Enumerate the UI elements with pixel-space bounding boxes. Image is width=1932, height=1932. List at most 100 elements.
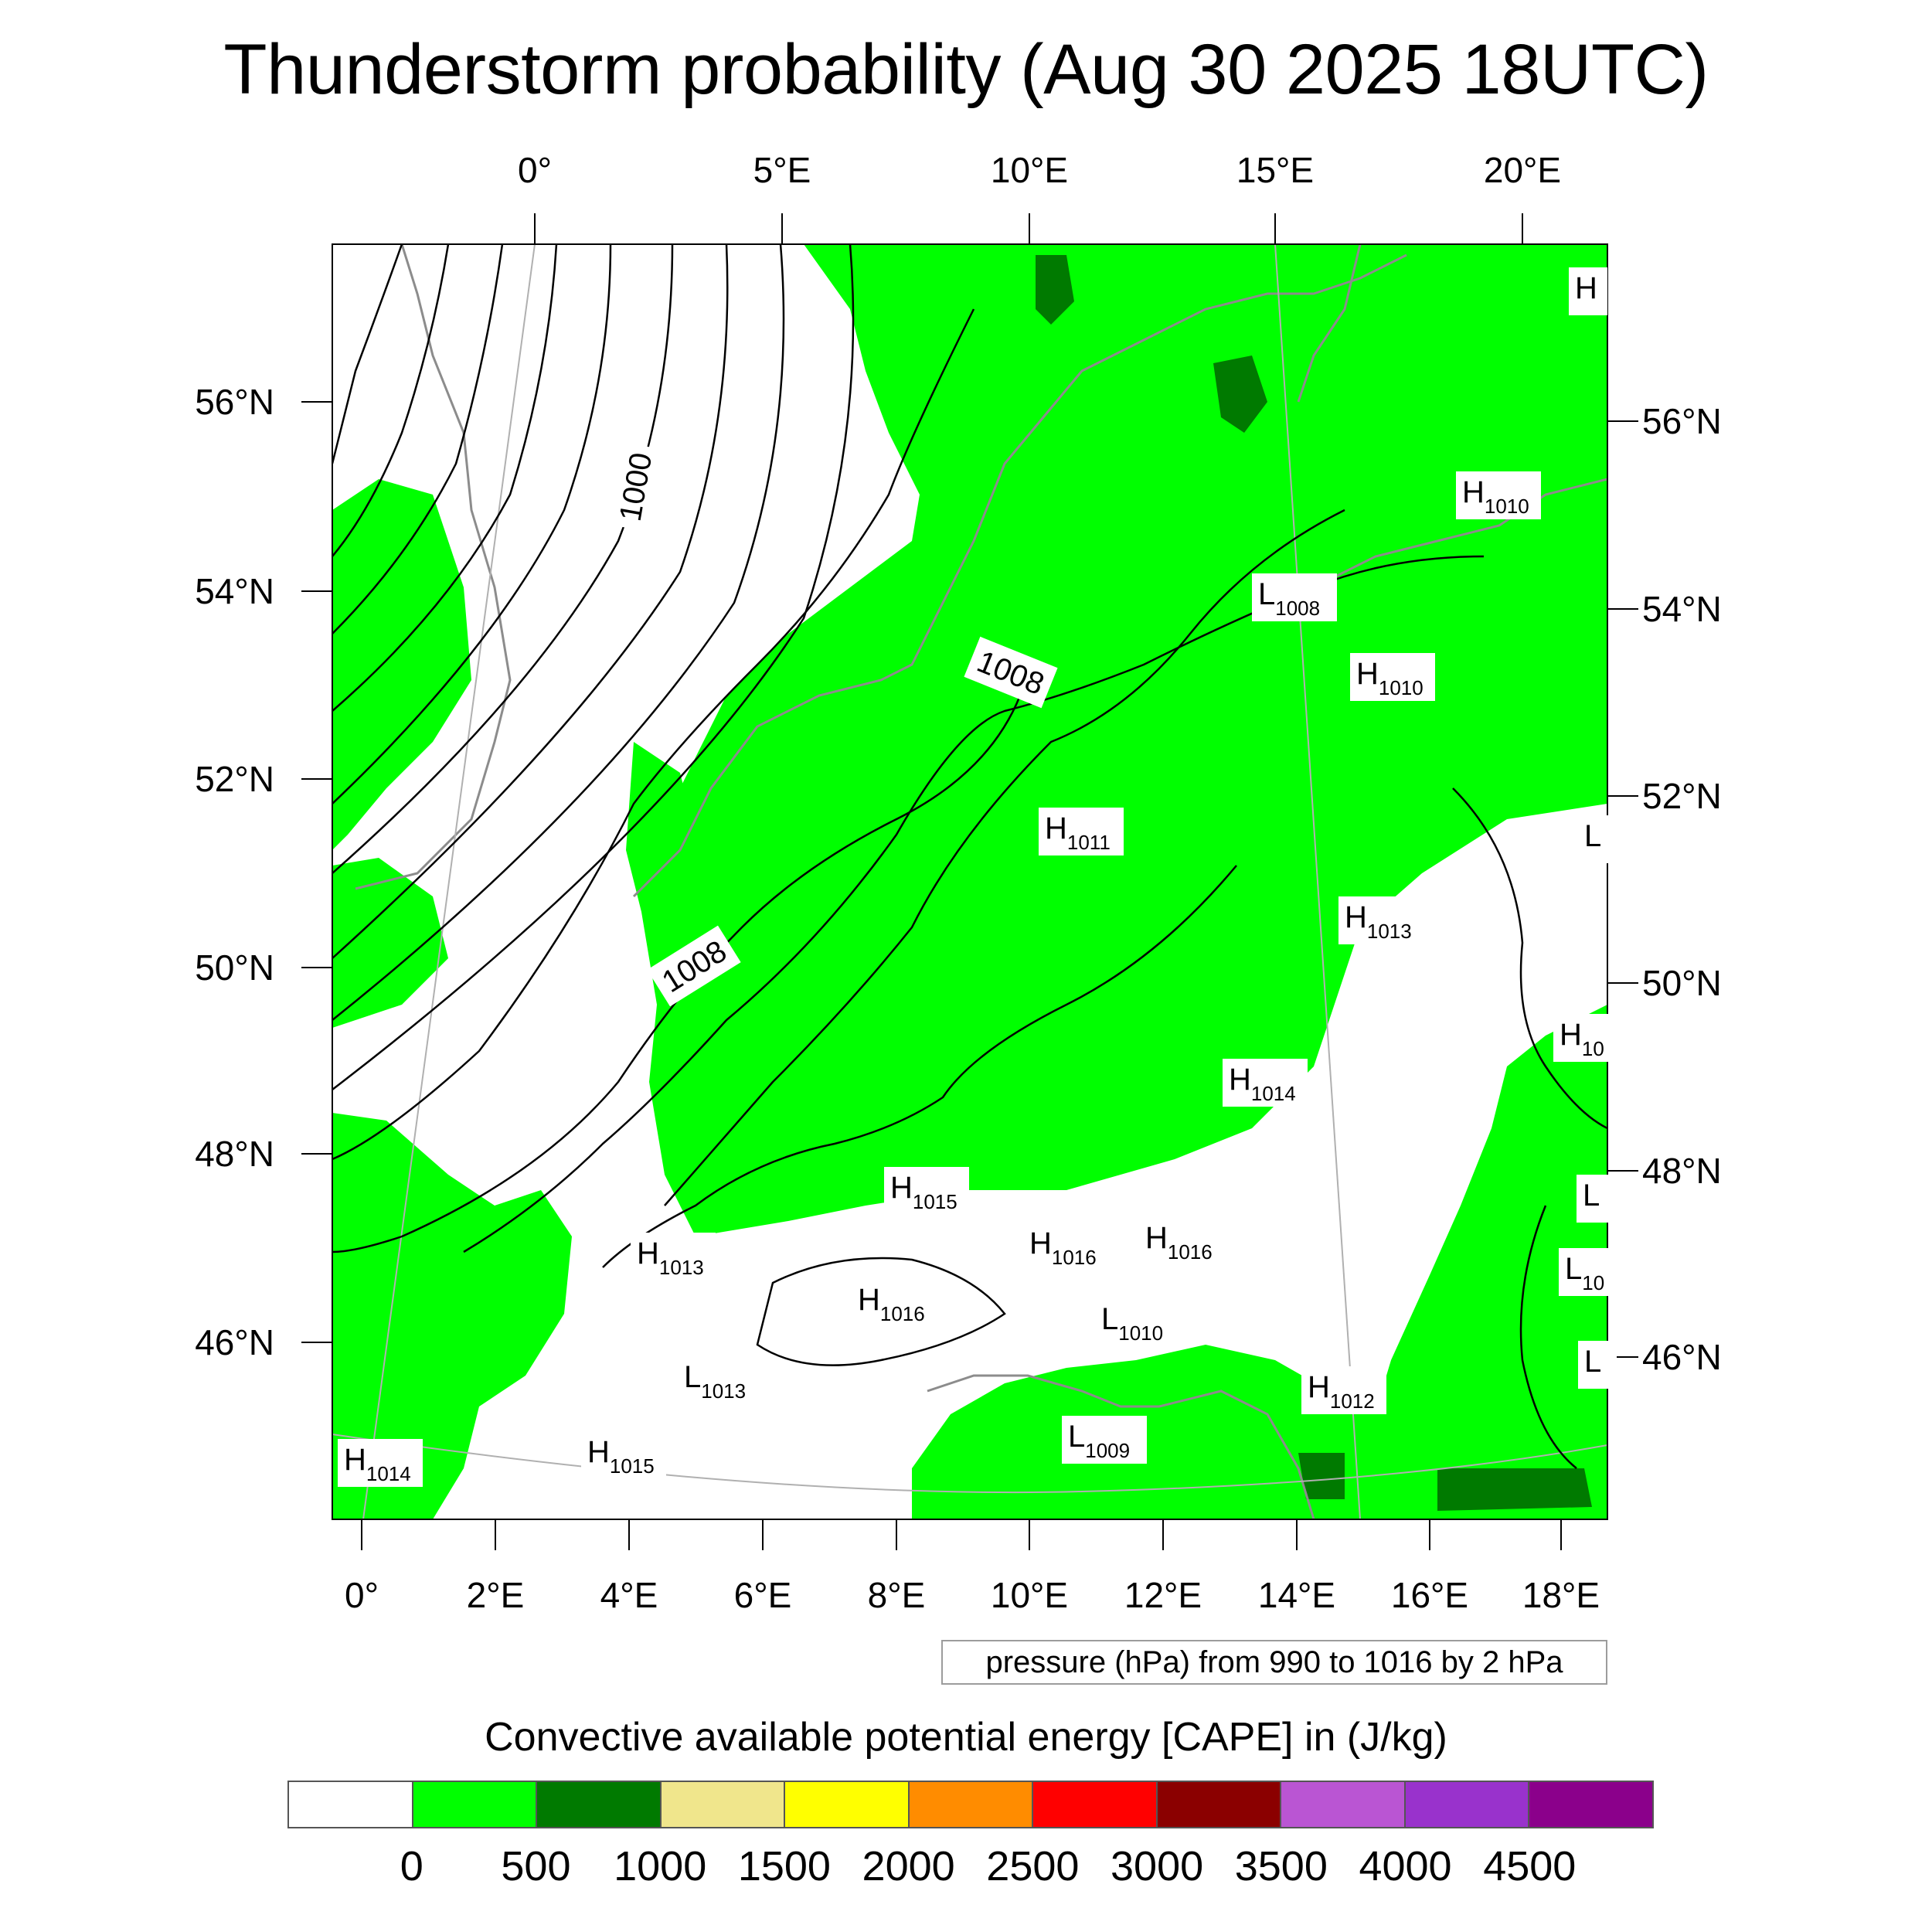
colorbar [287,1781,1654,1828]
pressure-center-label: H1013 [1338,896,1423,944]
pressure-center-label: H [1569,267,1607,315]
isobar-1000 [332,244,674,874]
colorbar-tick-label: 4500 [1483,1843,1577,1889]
graticule-lon-15 [1274,244,1361,1519]
cape-region-southwest [332,1113,572,1519]
cape-region-west [332,479,471,850]
coastline-baltic [1313,478,1607,589]
pressure-center-label: H1013 [631,1233,716,1281]
isobar-west-4 [332,244,558,712]
left-lat-label: 50°N [195,947,274,988]
right-lat-label: 50°N [1642,963,1722,1003]
colorbar-swatch [909,1782,1034,1827]
colorbar-swatch [537,1782,662,1827]
left-lat-label: 54°N [195,571,274,611]
bottom-lon-label: 6°E [734,1575,792,1615]
top-lon-label: 20°E [1484,150,1561,190]
top-lon-label: 10°E [991,150,1068,190]
bottom-lon-label: 8°E [868,1575,926,1615]
bottom-lon-label: 16°E [1391,1575,1468,1615]
right-lat-label: 52°N [1642,776,1722,816]
colorbar-swatch [1281,1782,1406,1827]
contour-legend-note: pressure (hPa) from 990 to 1016 by 2 hPa [941,1640,1607,1685]
colorbar-tick-label: 2000 [862,1843,955,1889]
right-lat-label: 56°N [1642,401,1722,441]
pressure-center-label: H1014 [1223,1059,1308,1107]
coastlines [355,244,1607,1519]
coastline-britain [355,244,512,890]
coastline-italy [927,1374,1315,1519]
left-lat-label: 56°N [195,382,274,422]
pressure-center-label: H1011 [1039,808,1124,855]
isobar-west-5 [332,244,612,804]
pressure-center-label: L1008 [1252,573,1337,621]
contour-label: 1000 [607,441,664,532]
cape-region-high-4 [1298,1453,1345,1499]
bottom-lon-label: 0° [345,1575,379,1615]
cape-region-high-3 [1437,1468,1592,1511]
right-lat-label: 48°N [1642,1151,1722,1191]
colorbar-swatch [1033,1782,1158,1827]
colorbar-tick-label: 3500 [1234,1843,1328,1889]
pressure-center-label: H1015 [581,1431,666,1479]
pressure-center-label: H1015 [884,1167,969,1215]
cape-field [332,244,1607,1519]
colorbar-swatch [289,1782,413,1827]
pressure-center-label: L1009 [1062,1416,1147,1464]
pressure-center-label: H1016 [1023,1223,1108,1270]
cape-region-south [912,1345,1391,1519]
map-plot-area [332,244,1607,1519]
isobar-1012 [602,865,1237,1268]
isobar-ring-alps [756,1257,1006,1366]
pressure-center-label: H1010 [1350,653,1435,701]
cape-region-high-2 [1213,355,1267,433]
bottom-lon-label: 18°E [1522,1575,1600,1615]
isobars [332,244,1607,1469]
right-lat-label: 46°N [1642,1337,1722,1377]
colorbar-tick-label: 0 [400,1843,423,1889]
isobar-1010 [664,509,1345,1206]
left-lat-label: 48°N [195,1134,274,1174]
bottom-lon-label: 10°E [991,1575,1068,1615]
colorbar-tick-label: 1500 [737,1843,831,1889]
colorbar-swatch [661,1782,786,1827]
pressure-center-label: H1010 [1456,471,1541,519]
pressure-center-label: H1016 [1139,1217,1224,1265]
svg-text:H1015: H1015 [587,1435,655,1478]
colorbar-swatch [1157,1782,1282,1827]
pressure-center-label: L [1578,1341,1617,1389]
pressure-center-label: H1014 [338,1439,423,1487]
isobar-east [1452,787,1607,1130]
graticule-lon-0 [362,244,536,1519]
svg-text:L: L [1584,1345,1601,1379]
isobar-west-2 [332,244,450,557]
coastline-continent [632,253,1407,898]
right-lat-label: 54°N [1642,589,1722,629]
colorbar-swatch [1405,1782,1530,1827]
pressure-center-label: L [1577,1175,1615,1223]
colorbar-swatch [1529,1782,1653,1827]
svg-text:H: H [1575,271,1597,305]
colorbar-tick-label: 500 [501,1843,571,1889]
isobar-west-9 [332,244,855,1090]
pressure-center-label: H1012 [1301,1366,1386,1414]
top-lon-label: 15°E [1236,150,1314,190]
isobar-1008-upper [332,308,975,1161]
border-sweden [1297,244,1362,403]
svg-text:L: L [1583,1179,1600,1213]
colorbar-title: Convective available potential energy [C… [485,1715,1447,1760]
isobar-west-1 [332,244,403,464]
map-decorations: 0° 5°E 10°E 15°E 20°E 0° 2°E 4°E 6°E 8°E 10°E 12°E 1… [195,150,1722,1615]
isobar-west-7 [332,244,729,959]
top-lon-label: 5°E [753,150,811,190]
page-title: Thunderstorm probability (Aug 30 2025 18… [223,30,1709,109]
top-lon-label: 0° [518,150,552,190]
pressure-center-label: L10 [1559,1248,1621,1296]
pressure-center-label: H10 [1553,1014,1615,1062]
bottom-lon-label: 14°E [1258,1575,1335,1615]
isobar-west-3 [332,244,504,634]
colorbar-tick-label: 4000 [1359,1843,1452,1889]
pressure-center-label: H1016 [852,1279,937,1327]
isobar-east-2 [1519,1205,1577,1469]
